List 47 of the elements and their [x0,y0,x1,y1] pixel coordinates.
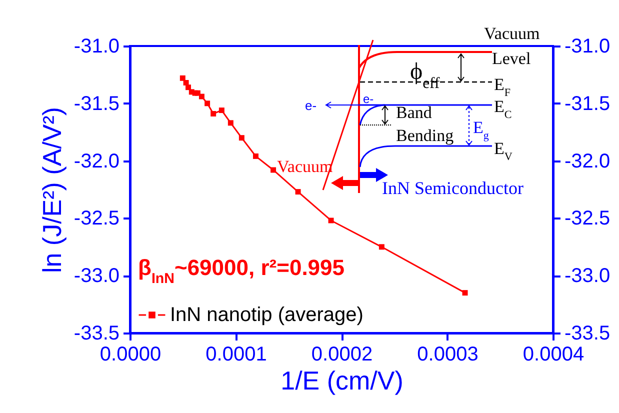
y2-tick-label: -32.5 [564,208,610,230]
y-tick-label: -33.0 [74,265,120,288]
annotation: InN Semiconductor [382,178,524,198]
point [210,110,216,116]
y-tick-label: -31.0 [74,36,120,58]
y2-tick-label: -31.5 [564,92,610,115]
x-tick-label: 0.0002 [311,344,373,366]
point [295,189,301,195]
y2-tick-label: -31.0 [564,36,610,58]
y2-tick-label: -33.0 [564,265,610,288]
point [253,153,258,159]
x-tick-label: 0.0000 [100,344,162,366]
point [180,75,186,81]
annotation: Band [396,103,432,122]
point [198,94,204,100]
annotation: e- [305,98,317,113]
legend-label: InN nanotip (average) [170,304,364,326]
y2-tick-label: -33.5 [564,322,610,344]
x-tick-label: 0.0001 [206,344,267,366]
point [218,108,224,114]
text: Vacuum [484,24,540,43]
point [228,120,234,126]
annotation: E$_{g}$ [473,118,490,142]
annotation: E$_{V}$ [494,139,512,163]
y2-tick-label: -32.0 [564,150,610,172]
annotation: E$_{C}$ [494,97,512,121]
y-tick-label: -33.5 [74,322,120,344]
point [462,290,468,296]
point [238,135,244,141]
x-tick-label: 0.0003 [417,344,478,366]
annotation: Level [492,49,531,68]
y-tick-label: -32.5 [74,208,120,230]
point [270,167,276,173]
x-tick-label: 0.0004 [522,344,584,366]
point [204,100,210,106]
x-axis-title: 1/E (cm/V) [280,366,404,396]
y-axis-title: ln (J/E²) (A/V²) [36,106,67,274]
point [328,218,334,224]
y-tick-label: -32.0 [74,150,120,172]
annotation: E$_{F}$ [494,75,511,99]
y-tick-label: -31.5 [74,92,120,115]
annotation: e- [363,92,374,106]
point [186,84,192,90]
point [194,90,200,96]
annotation: Bending [396,126,454,145]
annotation: β$_{InN}$~69000, r²=0.995 [138,255,345,287]
point [378,244,384,250]
